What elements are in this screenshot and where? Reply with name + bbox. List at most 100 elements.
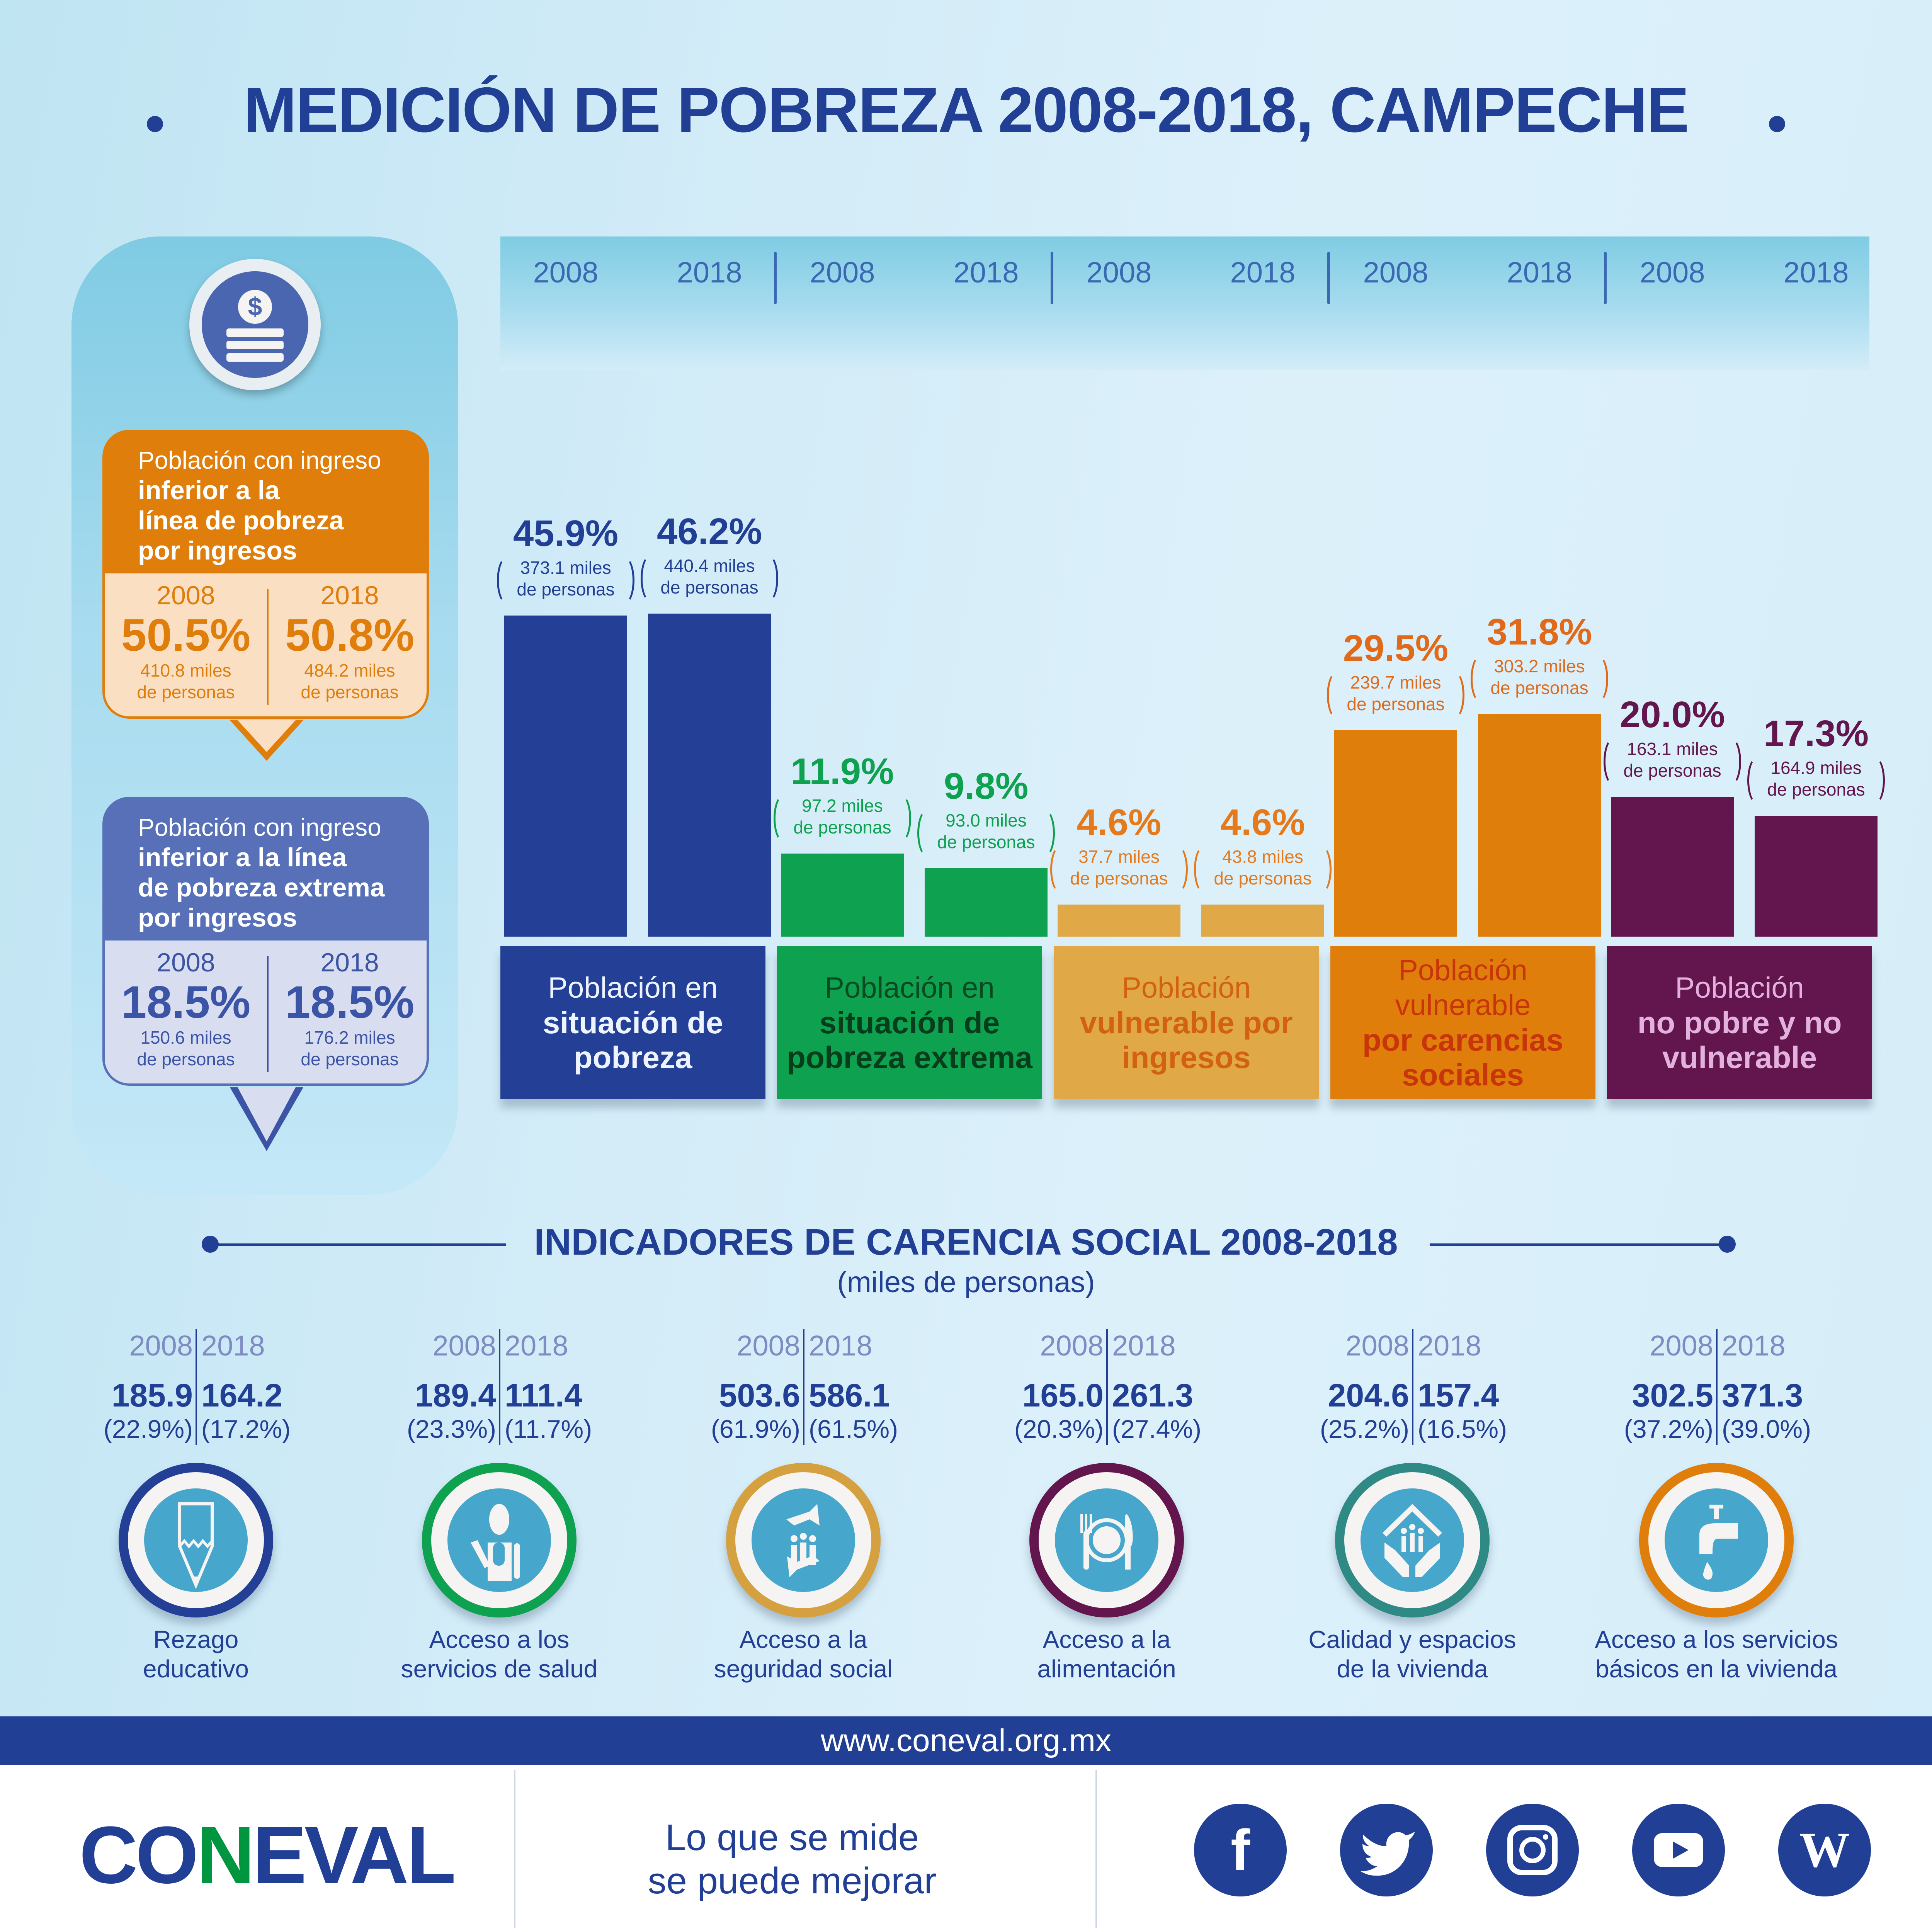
paren-left — [1050, 845, 1070, 893]
indicator-label-line: Rezago — [153, 1626, 239, 1653]
callout-label-bold: por ingresos — [138, 903, 297, 932]
year-label-2008: 2008 — [533, 256, 599, 289]
category-label-bold: pobreza extrema — [787, 1040, 1032, 1075]
indicator-divider — [1412, 1329, 1413, 1445]
indicator-value: 164.2 — [201, 1377, 283, 1413]
bar-pct-label: 29.5% — [1343, 628, 1449, 669]
paren-right — [1036, 809, 1055, 857]
youtube-icon[interactable] — [1632, 1804, 1725, 1896]
paren-right — [1312, 845, 1332, 893]
pencil-icon — [119, 1463, 273, 1617]
bar-2008 — [504, 616, 627, 937]
instagram-icon[interactable] — [1486, 1804, 1579, 1896]
category-label-bold: no pobre y no — [1637, 1005, 1842, 1040]
indicator-label-line: alimentación — [1037, 1655, 1176, 1683]
year-separator — [1051, 252, 1053, 304]
twitter-icon[interactable] — [1340, 1804, 1433, 1896]
wordpress-icon[interactable]: W — [1778, 1804, 1871, 1896]
icon-ring-inner — [128, 1472, 264, 1608]
bar-2018 — [648, 613, 771, 937]
indicator-pct: (37.2%) — [1624, 1415, 1713, 1443]
bar-2018 — [1201, 904, 1324, 937]
doctor-icon — [422, 1463, 577, 1617]
miles-2018: 484.2 miles — [304, 660, 395, 680]
category-label-box: Población vulnerable por carencias sociale… — [1330, 946, 1595, 1099]
paren-left — [1747, 757, 1767, 804]
indicator-value: 189.4 — [415, 1377, 496, 1413]
bar-pct-label: 31.8% — [1486, 611, 1592, 653]
pct-2008: 50.5% — [121, 610, 251, 661]
indicator-divider — [196, 1329, 197, 1445]
bar-2008 — [1334, 730, 1457, 937]
year-label: 2008 — [1345, 1330, 1409, 1362]
bar-miles-label: 164.9 miles de personas — [1747, 757, 1886, 804]
year-label: 2018 — [1722, 1330, 1786, 1362]
icon-ring-inner — [735, 1472, 871, 1608]
website-link[interactable]: www.coneval.org.mx — [0, 1716, 1932, 1765]
indicator-label: Acceso a los servicios básicos en la vivi… — [1581, 1625, 1852, 1684]
year-label-2018: 2018 — [677, 256, 742, 289]
indicator-label-line: Acceso a la — [1043, 1626, 1171, 1653]
paren-right — [1589, 655, 1608, 703]
paren-left — [774, 794, 793, 842]
bar-2008 — [1611, 797, 1734, 937]
bar-miles-unit: de personas — [1214, 868, 1312, 888]
paren-left — [1327, 672, 1346, 719]
bar-miles-label: 239.7 miles de personas — [1326, 672, 1465, 719]
bar-pct-label: 17.3% — [1763, 713, 1869, 754]
icon-disc — [752, 1488, 855, 1592]
svg-text:$: $ — [248, 292, 262, 321]
year-label-2018: 2018 — [1783, 256, 1849, 289]
bar-miles-value: 239.7 miles — [1350, 672, 1441, 693]
indicator-2018: 2018 157.4 (16.5%) — [1418, 1329, 1541, 1444]
paren-left — [1471, 655, 1490, 703]
year-2008: 2008 — [156, 948, 215, 977]
indicator-2008: 2008 503.6 (61.9%) — [677, 1329, 800, 1444]
page-title: MEDICIÓN DE POBREZA 2008-2018, CAMPECHE — [243, 74, 1689, 145]
miles-2018: 176.2 miles — [304, 1027, 395, 1048]
indicator-value: 261.3 — [1112, 1377, 1194, 1413]
category-label-light: Población vulnerable — [1395, 954, 1531, 1022]
bar-miles-unit: de personas — [1070, 868, 1168, 888]
category-label-light: Población — [1675, 971, 1804, 1004]
indicator-2008: 2008 165.0 (20.3%) — [980, 1329, 1104, 1444]
bar-miles-unit: de personas — [937, 832, 1035, 852]
indicator-divider — [1106, 1329, 1108, 1445]
category-label-bold: pobreza — [573, 1040, 692, 1075]
category-label-bold: por carencias — [1362, 1023, 1564, 1057]
indicator-pct: (22.9%) — [103, 1415, 193, 1443]
indicators-line-left — [209, 1243, 506, 1246]
indicator-2008: 2008 189.4 (23.3%) — [372, 1329, 496, 1444]
bar-miles-unit: de personas — [1623, 760, 1721, 781]
paren-right — [1722, 738, 1741, 785]
year-label-2008: 2008 — [1639, 256, 1705, 289]
indicator-label-line: Calidad y espacios — [1308, 1626, 1516, 1653]
bar-miles-unit: de personas — [1347, 694, 1445, 714]
year-label: 2008 — [1040, 1330, 1104, 1362]
miles-2008: 150.6 miles — [140, 1027, 231, 1048]
miles-2008: 410.8 miles — [140, 660, 231, 680]
callout-label-light: Población con ingreso — [138, 446, 381, 474]
bar-miles-label: 93.0 miles de personas — [917, 809, 1056, 857]
bar-pct-label: 11.9% — [791, 750, 894, 792]
social-security-icon — [726, 1463, 881, 1617]
indicator-value: 586.1 — [809, 1377, 890, 1413]
indicator-divider — [1716, 1329, 1718, 1445]
facebook-icon[interactable]: f — [1194, 1804, 1287, 1896]
paren-left — [497, 557, 516, 604]
bar-miles-label: 373.1 miles de personas — [496, 557, 635, 604]
paren-right — [1168, 845, 1188, 893]
indicators-title: INDICADORES DE CARENCIA SOCIAL 2008-2018 — [534, 1221, 1398, 1263]
bar-miles-value: 163.1 miles — [1627, 739, 1718, 759]
indicator-pct: (11.7%) — [505, 1415, 592, 1443]
callout-label-bold: línea de pobreza — [138, 506, 344, 535]
indicator-value: 204.6 — [1328, 1377, 1409, 1413]
year-label-2018: 2018 — [953, 256, 1019, 289]
category-label-box: Población no pobre y no vulnerable — [1607, 946, 1872, 1099]
indicator-label-line: educativo — [143, 1655, 249, 1683]
indicators-line-dot-right — [1719, 1236, 1736, 1253]
category-label-light: Población en — [548, 971, 718, 1004]
bar-miles-value: 43.8 miles — [1222, 846, 1303, 867]
icon-ring-inner — [431, 1472, 567, 1608]
indicator-2008: 2008 185.9 (22.9%) — [69, 1329, 193, 1444]
